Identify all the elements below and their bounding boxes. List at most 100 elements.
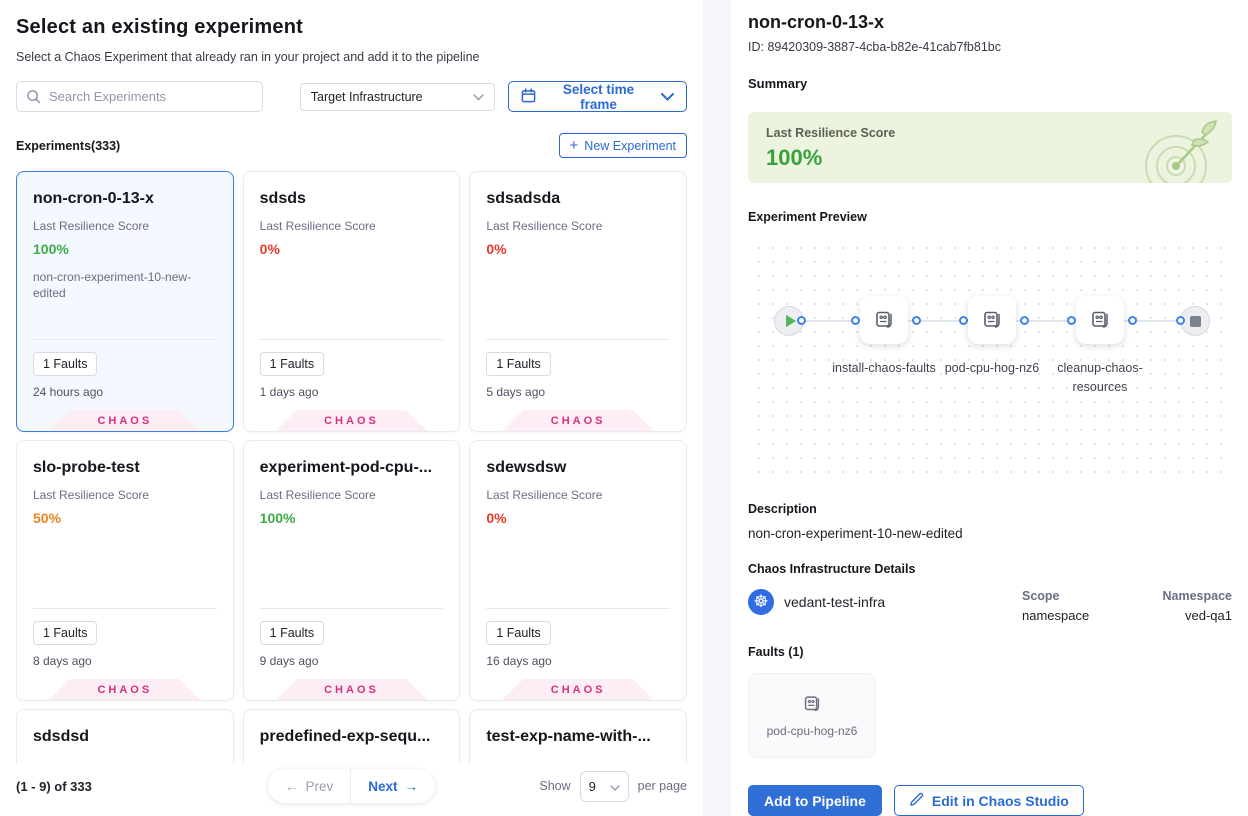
- score-value: 0%: [486, 241, 507, 257]
- experiment-card[interactable]: sdsadsda Last Resilience Score 0% 1 Faul…: [469, 171, 687, 432]
- pipeline-step-label: pod-cpu-hog-nz6: [944, 361, 1040, 376]
- edit-button-label: Edit in Chaos Studio: [931, 792, 1069, 809]
- prev-label: Prev: [305, 778, 334, 794]
- card-divider: [259, 608, 444, 609]
- list-header-row: Experiments(333) + New Experiment: [16, 133, 687, 158]
- connector-dot: [912, 316, 921, 326]
- fault-card[interactable]: pod-cpu-hog-nz6: [748, 672, 876, 758]
- time-ago: 24 hours ago: [33, 385, 104, 399]
- experiment-card[interactable]: sdsdsd: [16, 709, 234, 764]
- card-divider: [486, 339, 670, 340]
- connector-dot: [1020, 316, 1029, 326]
- experiment-select-panel: Select an existing experiment Select a C…: [16, 16, 687, 803]
- target-infrastructure-select[interactable]: Target Infrastructure: [299, 82, 495, 111]
- plus-icon: +: [569, 136, 579, 154]
- scope-block: Scope namespace: [1022, 589, 1142, 623]
- experiment-card[interactable]: test-exp-name-with-...: [469, 709, 687, 764]
- namespace-block: Namespace ved-qa1: [1142, 589, 1233, 623]
- experiment-card[interactable]: slo-probe-test Last Resilience Score 50%…: [16, 440, 234, 701]
- chaos-badge: CHAOS: [275, 679, 428, 700]
- scope-label: Scope: [1022, 588, 1060, 603]
- time-ago: 16 days ago: [486, 654, 552, 668]
- time-ago: 1 days ago: [259, 385, 319, 399]
- search-input[interactable]: [16, 81, 263, 112]
- card-divider: [259, 339, 444, 340]
- page-title: Select an existing experiment: [16, 16, 304, 38]
- resilience-score-card: Last Resilience Score 100%: [748, 112, 1232, 184]
- pencil-icon: [909, 792, 924, 810]
- filter-controls-row: Target Infrastructure Select time frame: [16, 81, 687, 112]
- experiments-count: Experiments(333): [16, 138, 121, 153]
- card-divider: [33, 339, 217, 340]
- scope-value: namespace: [1022, 607, 1090, 623]
- faults-chip[interactable]: 1 Faults: [259, 352, 325, 376]
- pipeline-step-node[interactable]: [860, 296, 908, 345]
- connector-dot: [1067, 316, 1076, 326]
- infrastructure-heading: Chaos Infrastructure Details: [748, 561, 916, 576]
- score-value: 0%: [486, 510, 507, 526]
- chaos-badge: CHAOS: [502, 679, 655, 700]
- pipeline-step-node[interactable]: [1076, 296, 1124, 345]
- pipeline-step-node[interactable]: [968, 296, 1016, 345]
- experiment-id: ID: 89420309-3887-4cba-b82e-41cab7fb81bc: [748, 40, 1001, 54]
- experiment-card-description: non-cron-experiment-10-new-edited: [33, 270, 192, 301]
- experiment-card[interactable]: sdewsdsw Last Resilience Score 0% 1 Faul…: [469, 440, 687, 701]
- experiment-card-title: sdsds: [259, 190, 306, 207]
- experiment-card[interactable]: non-cron-0-13-x Last Resilience Score 10…: [16, 171, 234, 432]
- infrastructure-name: vedant-test-infra: [784, 593, 886, 610]
- pager-pill: ← Prev Next →: [267, 769, 436, 803]
- per-page-label: per page: [637, 779, 687, 793]
- experiment-card-title: test-exp-name-with-...: [486, 728, 651, 745]
- card-bottom: 1 Faults 1 days ago CHAOS: [259, 339, 444, 431]
- card-bottom: 1 Faults 24 hours ago CHAOS: [33, 339, 217, 431]
- new-experiment-button[interactable]: + New Experiment: [558, 133, 687, 158]
- score-label: Last Resilience Score: [486, 488, 603, 502]
- select-time-frame-label: Select time frame: [562, 81, 635, 112]
- faults-chip[interactable]: 1 Faults: [486, 621, 551, 645]
- edit-in-chaos-studio-button[interactable]: Edit in Chaos Studio: [893, 785, 1084, 816]
- stop-icon: [1189, 315, 1201, 327]
- connector-dot: [851, 316, 860, 326]
- add-to-pipeline-button[interactable]: Add to Pipeline: [748, 785, 882, 816]
- experiment-card[interactable]: predefined-exp-sequ...: [242, 709, 461, 764]
- faults-chip[interactable]: 1 Faults: [33, 352, 98, 376]
- faults-chip[interactable]: 1 Faults: [33, 621, 98, 645]
- pipeline-end-node[interactable]: [1180, 306, 1210, 337]
- chaos-badge: CHAOS: [275, 410, 428, 431]
- faults-chip[interactable]: 1 Faults: [486, 352, 551, 376]
- arrow-left-icon: ←: [284, 778, 299, 794]
- experiment-card[interactable]: experiment-pod-cpu-... Last Resilience S…: [242, 440, 461, 701]
- chaos-fault-icon: [876, 312, 892, 329]
- new-experiment-label: New Experiment: [584, 138, 676, 153]
- time-ago: 9 days ago: [259, 654, 319, 668]
- experiment-card-title: sdsdsd: [33, 728, 90, 745]
- score-value: 0%: [259, 241, 280, 257]
- chaos-badge: CHAOS: [48, 410, 201, 431]
- card-bottom: 1 Faults 5 days ago CHAOS: [486, 339, 670, 431]
- experiment-preview-canvas[interactable]: install-chaos-faults pod-cpu-hog-nz6: [748, 237, 1232, 481]
- score-label: Last Resilience Score: [33, 219, 150, 233]
- faults-chip[interactable]: 1 Faults: [259, 621, 325, 645]
- score-value: 100%: [259, 510, 296, 526]
- chevron-down-icon: [609, 779, 620, 794]
- score-card-label: Last Resilience Score: [766, 126, 896, 140]
- page-size-select[interactable]: 9: [579, 770, 629, 802]
- experiment-card[interactable]: sdsds Last Resilience Score 0% 1 Faults …: [242, 171, 461, 432]
- connector-dot: [1128, 316, 1137, 326]
- score-value: 100%: [33, 241, 69, 257]
- score-value: 50%: [33, 510, 62, 526]
- fault-name: pod-cpu-hog-nz6: [766, 723, 858, 738]
- select-time-frame-button[interactable]: Select time frame: [507, 81, 687, 112]
- next-page-button[interactable]: Next →: [351, 769, 435, 803]
- search-box: [16, 81, 263, 112]
- time-ago: 8 days ago: [33, 654, 92, 668]
- show-label: Show: [539, 779, 571, 793]
- score-card-value: 100%: [766, 145, 823, 170]
- prev-page-button[interactable]: ← Prev: [268, 769, 352, 803]
- connector-dot: [959, 316, 968, 326]
- time-ago: 5 days ago: [486, 385, 546, 399]
- page-subtitle: Select a Chaos Experiment that already r…: [16, 50, 480, 64]
- panel-divider: [703, 0, 731, 816]
- chaos-fault-icon: [804, 696, 820, 712]
- infrastructure-row: ☸ vedant-test-infra Scope namespace Name…: [748, 588, 1233, 623]
